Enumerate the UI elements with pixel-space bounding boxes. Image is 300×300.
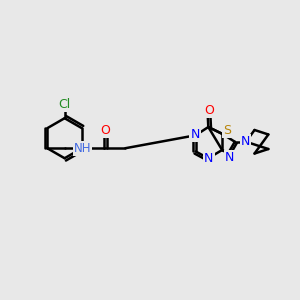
Text: N: N: [225, 152, 235, 164]
Text: NH: NH: [74, 142, 92, 155]
Text: N: N: [241, 135, 250, 148]
Text: Cl: Cl: [58, 98, 71, 111]
Text: S: S: [223, 124, 231, 137]
Text: O: O: [100, 124, 110, 137]
Text: N: N: [204, 152, 214, 165]
Text: O: O: [204, 104, 214, 117]
Text: N: N: [190, 128, 200, 141]
